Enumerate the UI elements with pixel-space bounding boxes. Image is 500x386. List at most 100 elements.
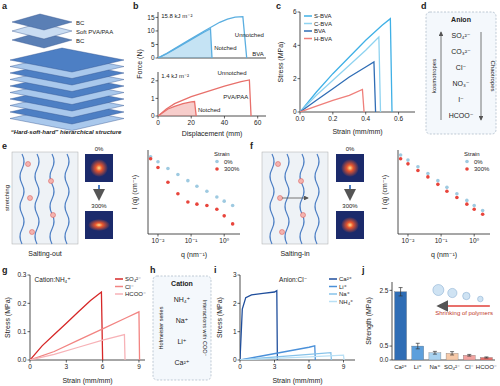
annotation: BVA [252,51,264,57]
chart: 0.00.52.5Strength (MPa)Ca²⁺Li⁺Na⁺SO₄²⁻Cl… [365,282,497,370]
legend-marker [115,293,123,295]
point [195,184,199,188]
y-tick-label: 4 [293,42,297,49]
ion: HCOO⁻ [449,112,474,119]
gel-disc [478,296,484,302]
y-tick [156,58,159,59]
legend-label: Ca²⁺ [339,276,352,282]
chain [20,154,24,244]
arrow [282,198,308,199]
category-label: HCOO⁻ [476,364,497,370]
legend-marker [304,38,312,40]
annotation: PVA/PAA [223,94,248,100]
arrow [438,305,490,307]
y-tick [238,275,241,276]
error-bar [484,357,488,358]
y-axis [392,282,393,360]
chain [285,154,289,244]
x-axis [30,360,145,361]
saxs-image [336,154,364,182]
legend-label: SO₄²⁻ [125,276,141,282]
x-tick-label: 3 [273,363,277,370]
x-axis-label: q (nm⁻¹) [181,251,207,259]
legend-label: H-BVA [314,36,332,42]
legend-marker [304,23,312,25]
y-tick-label: 0 [151,54,155,61]
arrow [481,32,482,120]
legend-marker [329,286,337,288]
x-axis-label: Displacement (mm) [182,130,243,138]
x-tick-label: 6 [307,363,311,370]
legend-label: 0% [224,159,233,165]
line [158,102,196,116]
legend-label: 300% [474,166,490,172]
y-tick [390,360,393,361]
x-tick-label: 10⁰ [219,237,229,244]
y-tick [238,360,241,361]
x-tick-label: 10⁻¹ [435,237,449,244]
saxs-pattern [341,217,359,233]
layer-label: BC [76,20,85,26]
annotation: Unnotched [218,70,247,76]
category-label: Cl⁻ [465,364,474,370]
x-axis-label: Strain (mm/mm) [332,128,382,136]
category-label: Ca²⁺ [394,364,407,370]
point [472,207,476,211]
point [205,189,209,193]
x-tick-label: 40 [221,119,229,126]
legend-label: Li⁺ [339,284,347,290]
point [231,204,235,208]
legend-marker [465,167,469,171]
line [30,312,140,360]
chart-title: Cation:NH₄⁺ [35,276,71,283]
point [156,160,160,164]
y-tick-label: 0 [233,356,237,363]
legend-marker [115,286,123,288]
annotation: Notched [198,107,220,113]
ion-cluster [278,196,283,201]
x-tick-label: 0.6 [394,115,403,122]
point [176,192,180,196]
ion-cluster [280,230,285,235]
box-title: Anion [451,16,471,23]
y-axis [158,72,159,116]
line [300,90,364,113]
point [436,179,440,183]
error-bar [467,354,471,356]
y-tick-label: 2.5 [379,287,388,294]
line [240,291,277,360]
y-tick [156,17,159,18]
ion: I⁻ [458,96,464,103]
ion: CO₃²⁻ [451,48,471,55]
x-tick-label: 0 [238,363,242,370]
y-tick-label: 2 [151,77,155,84]
figure: abcdefghijBCSoft PVA/PAABC“Hard-soft-har… [0,0,500,386]
ion-cluster [28,196,33,201]
y-tick [298,112,301,113]
legend-label: Na⁺ [339,291,350,297]
chain [270,154,274,244]
y-tick [156,30,159,31]
legend-label: Cl⁻ [125,284,134,290]
panel-label: f [250,141,254,151]
point [399,153,403,157]
plot-area [158,17,247,58]
y-axis-label: Force (N) [136,49,144,79]
legend-label: C-BVA [314,21,332,27]
y-axis-label: I (q) (cm⁻¹) [381,175,389,209]
line [30,292,103,360]
arrow [441,32,442,120]
y-tick-label: 0.2 [17,300,26,307]
annotation: Unnotched [235,32,264,38]
y-tick-label: 0 [151,112,155,119]
x-tick-label: 0 [156,119,160,126]
hierarchy-illustration: BCSoft PVA/PAABC“Hard-soft-hard” hierarc… [10,14,124,135]
point [465,202,469,206]
point [406,158,410,162]
y-tick-label: 15 [147,14,155,21]
mechanism-label: Salting-in [280,250,309,258]
box [153,276,211,380]
legend-label: 300% [224,166,240,172]
legend-title: Strain [464,151,480,157]
strain-label: 0% [346,146,355,152]
